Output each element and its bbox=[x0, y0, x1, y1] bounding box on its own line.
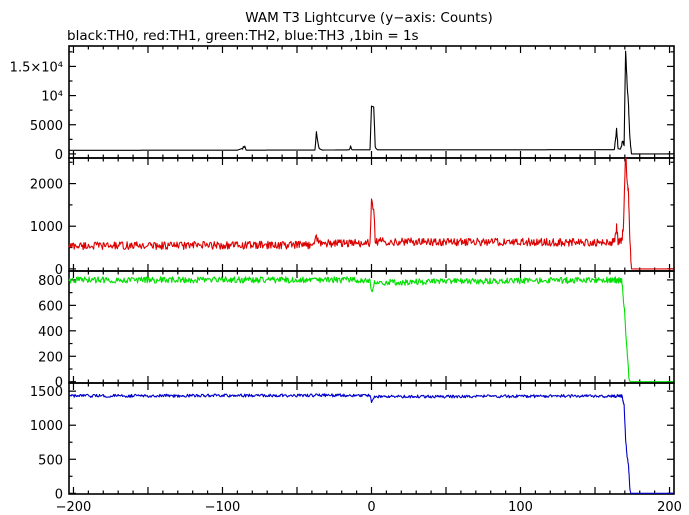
chart-subtitle: black:TH0, red:TH1, green:TH2, blue:TH3 … bbox=[67, 28, 419, 44]
x-tick-label: 100 bbox=[508, 500, 533, 515]
series-line-TH1 bbox=[68, 157, 674, 270]
y-tick-label: 1500 bbox=[30, 385, 63, 400]
x-tick-label: −200 bbox=[56, 500, 92, 515]
y-tick-label: 1.5×10⁴ bbox=[10, 60, 63, 75]
y-tick-label: 5000 bbox=[30, 119, 63, 134]
x-tick-label: −100 bbox=[205, 500, 241, 515]
y-tick-label: 10⁴ bbox=[41, 90, 63, 105]
y-tick-label: 0 bbox=[55, 487, 63, 502]
panel-frame-TH0 bbox=[68, 45, 675, 159]
y-tick-label: 1000 bbox=[30, 220, 63, 235]
y-tick-label: 400 bbox=[38, 325, 63, 340]
y-tick-label: 2000 bbox=[30, 178, 63, 193]
series-line-TH0 bbox=[69, 50, 674, 155]
y-tick-label: 800 bbox=[38, 274, 63, 289]
y-tick-label: 0 bbox=[55, 376, 63, 391]
x-tick-label: 0 bbox=[367, 500, 375, 515]
y-tick-label: 1000 bbox=[30, 419, 63, 434]
y-tick-label: 200 bbox=[38, 350, 63, 365]
chart-title: WAM T3 Lightcurve (y−axis: Counts) bbox=[245, 10, 493, 26]
y-tick-label: 600 bbox=[38, 299, 63, 314]
panels: 0500010⁴1.5×10⁴0100020000200400600800050… bbox=[10, 45, 682, 515]
y-tick-label: 0 bbox=[55, 148, 63, 163]
series-line-TH3 bbox=[68, 393, 674, 494]
x-tick-label: 200 bbox=[657, 500, 682, 515]
y-tick-label: 500 bbox=[38, 453, 63, 468]
series-line-TH2 bbox=[68, 276, 674, 383]
panel-frame-TH2 bbox=[68, 270, 675, 384]
y-tick-label: 0 bbox=[55, 263, 63, 278]
